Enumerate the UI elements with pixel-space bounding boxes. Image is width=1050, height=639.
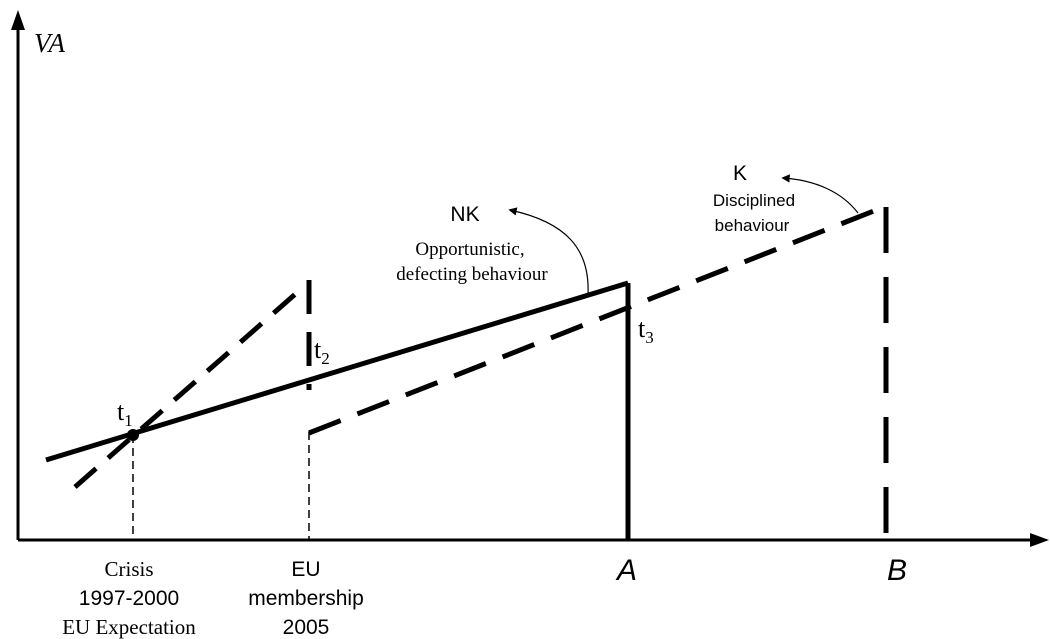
k-dashed-line xyxy=(308,204,885,436)
nk-curved-arrow xyxy=(508,207,589,295)
k-curved-arrow xyxy=(781,174,859,214)
expectation-dashed-line xyxy=(73,288,302,489)
t3-sub: 3 xyxy=(645,328,654,347)
y-axis-arrowhead xyxy=(11,10,25,30)
annotation-arrows xyxy=(508,174,859,295)
t1-label: t1 xyxy=(117,397,133,430)
t1-point xyxy=(127,429,139,441)
t3-label: t3 xyxy=(638,314,654,347)
reference-lines xyxy=(132,432,310,540)
point-labels: t1 t2 t3 xyxy=(117,314,654,430)
crisis-label: Crisis 1997-2000 EU Expectation xyxy=(62,557,196,639)
nk-desc-line-1: Opportunistic, xyxy=(415,239,524,260)
b-label: B xyxy=(887,554,907,587)
crisis-label-line-1: Crisis xyxy=(104,557,153,581)
t1-sub: 1 xyxy=(124,411,133,430)
k-desc-line-1: Disciplined xyxy=(713,191,795,210)
k-annotation: K Disciplined behaviour xyxy=(713,162,795,235)
t1-base: t xyxy=(117,397,125,426)
x-axis-arrowhead xyxy=(1030,533,1049,547)
t2-label: t2 xyxy=(314,335,330,368)
nk-desc-line-2: defecting behaviour xyxy=(396,264,548,285)
crisis-label-line-2: 1997-2000 xyxy=(79,587,179,610)
crisis-label-line-3: EU Expectation xyxy=(62,615,196,639)
eu-label-line-2: membership xyxy=(248,587,364,610)
eu-label: EU membership 2005 xyxy=(248,558,364,639)
axes: VA xyxy=(11,10,1049,547)
t2-sub: 2 xyxy=(321,349,330,368)
eu-label-line-1: EU xyxy=(291,558,320,581)
nk-title: NK xyxy=(450,203,479,226)
t3-base: t xyxy=(638,314,646,343)
eu-label-line-3: 2005 xyxy=(283,616,330,639)
y-axis-label: VA xyxy=(34,28,65,58)
a-label: A xyxy=(615,554,637,587)
nk-annotation: NK Opportunistic, defecting behaviour xyxy=(396,203,548,285)
k-trajectory xyxy=(73,204,889,540)
t2-base: t xyxy=(314,335,322,364)
k-title: K xyxy=(733,162,747,185)
k-desc-line-2: behaviour xyxy=(715,216,790,235)
